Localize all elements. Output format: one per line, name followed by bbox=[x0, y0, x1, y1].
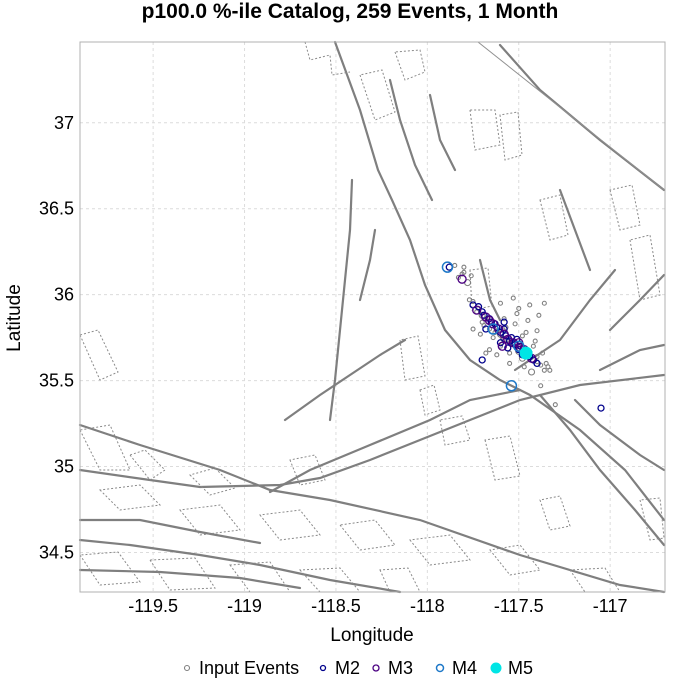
legend-input-events-marker bbox=[183, 664, 191, 672]
x-axis-label: Longitude bbox=[330, 625, 413, 646]
m4-event-point bbox=[441, 261, 454, 273]
input-event-point bbox=[534, 328, 540, 334]
input-event-point bbox=[507, 350, 513, 356]
input-event-point bbox=[514, 311, 520, 317]
m4-event-point bbox=[513, 340, 525, 352]
y-tick-label: 36 bbox=[54, 285, 74, 305]
input-event-point bbox=[486, 347, 493, 353]
legend-input-events-label: Input Events bbox=[199, 658, 299, 678]
m3-event-point bbox=[472, 305, 482, 315]
input-event-point bbox=[527, 368, 536, 376]
input-event-point bbox=[459, 271, 465, 277]
legend-m5-marker bbox=[490, 662, 502, 674]
data-layer bbox=[441, 261, 605, 412]
m3-event-point bbox=[497, 341, 507, 351]
legend-m2-label: M2 bbox=[335, 658, 360, 678]
m4-event-point bbox=[505, 380, 518, 392]
input-event-point bbox=[541, 367, 547, 373]
x-tick-label: -117 bbox=[593, 596, 628, 616]
fault-map-layer bbox=[78, 40, 666, 594]
x-tick-label: -118.5 bbox=[311, 596, 361, 616]
input-event-point bbox=[538, 362, 544, 368]
m3-event-point bbox=[457, 274, 467, 284]
input-event-point bbox=[483, 350, 489, 356]
input-event-point bbox=[510, 295, 516, 301]
m2-event-point bbox=[533, 359, 541, 368]
legend: Input Events M2 M3 M4 M5 bbox=[183, 658, 533, 678]
input-event-point bbox=[525, 317, 531, 323]
y-tick-label: 37 bbox=[54, 113, 74, 133]
input-event-point bbox=[466, 297, 472, 303]
input-event-point bbox=[536, 312, 542, 318]
m2-event-point bbox=[500, 318, 508, 326]
m3-event-point bbox=[499, 329, 509, 339]
x-tick-label: -117.5 bbox=[494, 596, 544, 616]
input-event-point bbox=[539, 350, 546, 356]
input-event-point bbox=[538, 383, 544, 389]
legend-m5-label: M5 bbox=[508, 658, 533, 678]
y-axis-label: Latitude bbox=[4, 284, 25, 352]
input-event-point bbox=[501, 316, 507, 322]
x-tick-label: -119.5 bbox=[128, 596, 178, 616]
legend-m3-label: M3 bbox=[388, 658, 413, 678]
input-event-point bbox=[516, 305, 522, 311]
plot-area-frame bbox=[79, 41, 666, 593]
input-event-point bbox=[512, 321, 518, 327]
input-event-point bbox=[452, 262, 458, 268]
m3-event-point bbox=[493, 324, 504, 334]
legend-m4-marker bbox=[435, 663, 445, 673]
input-event-point bbox=[523, 329, 529, 336]
legend-m4-label: M4 bbox=[452, 658, 477, 678]
y-tick-label: 36.5 bbox=[39, 199, 74, 219]
y-tick-label: 34.5 bbox=[39, 542, 74, 562]
m2-event-point bbox=[597, 404, 605, 412]
x-tick-label: -119 bbox=[227, 596, 262, 616]
input-event-point bbox=[532, 338, 538, 344]
input-event-point bbox=[497, 300, 504, 306]
legend-m3-marker bbox=[372, 664, 380, 672]
m2-event-point bbox=[480, 311, 488, 319]
m4-event-point bbox=[487, 323, 499, 335]
input-event-point bbox=[519, 333, 525, 339]
m5-event-point bbox=[519, 346, 533, 360]
input-event-point bbox=[521, 364, 527, 370]
input-event-point bbox=[490, 335, 496, 341]
input-event-point bbox=[477, 331, 483, 337]
m3-event-point bbox=[484, 315, 495, 326]
x-tick-label: -118 bbox=[410, 596, 445, 616]
input-event-point bbox=[468, 273, 474, 279]
legend-m2-marker bbox=[319, 664, 327, 672]
input-event-point bbox=[547, 367, 553, 373]
m2-event-point bbox=[504, 344, 512, 352]
input-event-point bbox=[552, 402, 558, 408]
input-event-point bbox=[530, 343, 536, 349]
input-event-point bbox=[494, 352, 500, 358]
tick-layer: -119.5 -119 -118.5 -118 -117.5 -117 34.5 35 35.5… bbox=[39, 113, 628, 616]
m2-event-point bbox=[500, 325, 508, 333]
input-event-point bbox=[527, 302, 533, 308]
input-event-point bbox=[470, 326, 476, 332]
chart-title: p100.0 %-ile Catalog, 259 Events, 1 Mont… bbox=[142, 0, 559, 23]
y-tick-label: 35.5 bbox=[39, 371, 74, 391]
m2-event-point bbox=[478, 356, 486, 364]
y-tick-label: 35 bbox=[54, 457, 74, 477]
input-event-point bbox=[541, 300, 547, 306]
input-event-point bbox=[507, 360, 513, 366]
input-event-point bbox=[461, 264, 467, 270]
